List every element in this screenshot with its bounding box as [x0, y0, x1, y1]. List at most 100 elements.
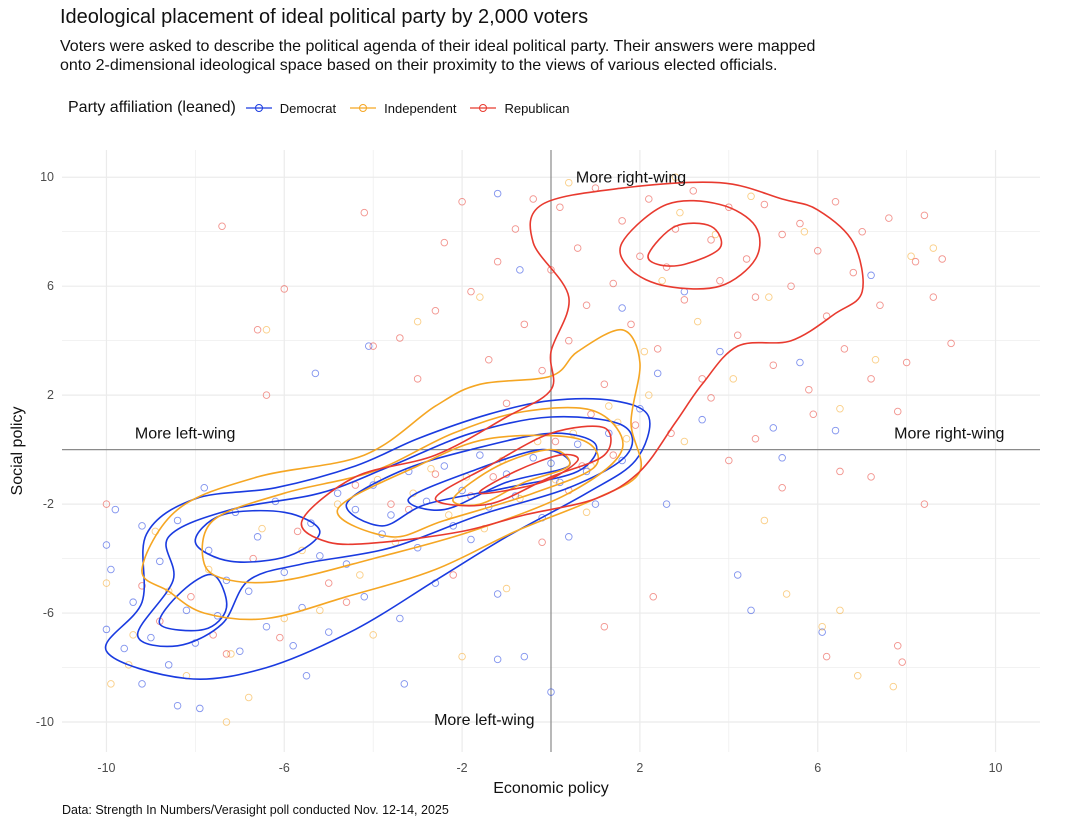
data-point: [938, 255, 946, 263]
density-contour: [158, 573, 228, 632]
data-point: [413, 317, 422, 326]
data-point: [653, 345, 662, 353]
data-point: [293, 527, 302, 536]
x-tick-label: -6: [279, 761, 290, 775]
series-democrat-points: [102, 189, 875, 713]
data-point: [173, 516, 182, 525]
density-contour: [141, 328, 643, 621]
data-point: [885, 214, 893, 222]
x-tick-label: 2: [636, 761, 643, 775]
data-point: [107, 680, 115, 688]
data-point: [822, 652, 831, 661]
data-point: [120, 644, 128, 653]
data-point: [818, 628, 826, 636]
data-point: [671, 173, 680, 181]
data-point: [751, 434, 760, 443]
data-point: [196, 704, 204, 713]
data-point: [138, 582, 146, 590]
data-point: [431, 306, 440, 315]
data-point: [129, 631, 137, 639]
data-point: [547, 688, 555, 696]
data-point: [893, 407, 902, 416]
legend-item-independent: Independent: [350, 101, 456, 116]
data-point: [551, 437, 560, 446]
data-point: [258, 524, 266, 533]
data-point: [729, 375, 738, 383]
data-point: [831, 198, 840, 206]
data-point: [342, 598, 351, 606]
data-point: [280, 568, 289, 576]
data-point: [618, 304, 626, 312]
data-point: [565, 178, 573, 187]
data-point: [440, 238, 449, 247]
data-point: [725, 456, 733, 465]
chart-title: Ideological placement of ideal political…: [60, 6, 589, 28]
data-point: [787, 282, 795, 290]
data-point: [156, 557, 164, 566]
data-point: [396, 614, 404, 623]
data-point: [867, 271, 875, 280]
data-point: [351, 505, 360, 514]
y-tick-label: 6: [47, 279, 54, 293]
data-point: [520, 320, 529, 329]
data-point: [902, 358, 911, 367]
data-point: [204, 565, 213, 574]
data-point: [947, 339, 955, 348]
data-point: [467, 287, 475, 296]
data-point: [529, 454, 537, 462]
data-point: [609, 279, 617, 288]
data-point: [760, 516, 769, 525]
data-point: [840, 345, 849, 353]
data-point: [431, 470, 440, 478]
data-point: [129, 598, 137, 606]
data-point: [356, 571, 364, 579]
legend-key-independent: [350, 104, 377, 112]
data-point: [302, 671, 311, 680]
series-independent-points: [102, 173, 938, 726]
data-point: [769, 361, 778, 369]
data-point: [707, 236, 715, 244]
data-point: [867, 375, 875, 383]
data-point: [836, 405, 844, 413]
data-point: [529, 195, 537, 203]
chart-subtitle: Voters were asked to describe the politi…: [60, 37, 1040, 75]
data-point: [467, 535, 475, 544]
data-point: [640, 347, 649, 356]
data-point: [324, 579, 333, 587]
data-point: [565, 336, 573, 345]
data-point: [440, 462, 449, 470]
data-point: [333, 489, 342, 497]
data-point: [600, 380, 609, 389]
data-point: [645, 195, 653, 203]
data-point: [605, 402, 613, 410]
data-point: [364, 342, 373, 350]
data-point: [458, 652, 466, 661]
data-point: [289, 642, 297, 650]
legend-label-democrat: Democrat: [279, 100, 337, 116]
x-tick-label: -10: [97, 761, 115, 775]
data-point: [871, 355, 880, 364]
data-point: [138, 522, 146, 530]
data-point: [782, 590, 791, 598]
data-point: [262, 326, 271, 334]
data-point: [200, 484, 209, 492]
data-point: [253, 533, 262, 541]
data-point: [805, 385, 813, 394]
data-point: [102, 541, 111, 549]
density-contour: [647, 222, 723, 267]
data-point: [556, 203, 564, 211]
annotation-label: More right-wing: [894, 426, 1004, 443]
data-point: [316, 552, 324, 560]
y-tick-label: -2: [43, 497, 54, 511]
x-axis-title: Economic policy: [493, 780, 609, 797]
data-point: [476, 451, 484, 459]
data-point: [907, 252, 915, 260]
data-point: [689, 187, 698, 195]
data-point: [262, 391, 271, 399]
data-point: [636, 252, 644, 260]
data-point: [262, 622, 271, 631]
data-point: [396, 334, 404, 342]
data-point: [733, 331, 742, 339]
data-point: [547, 459, 555, 468]
data-point: [929, 244, 938, 252]
